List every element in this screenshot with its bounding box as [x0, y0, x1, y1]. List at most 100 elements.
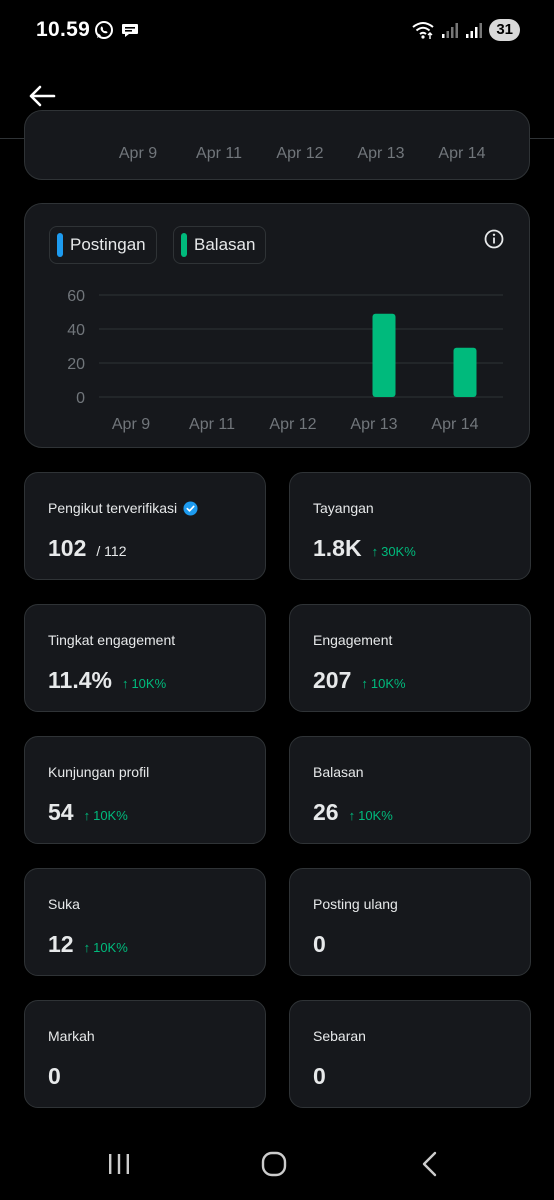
stat-card[interactable]: Markah 0 — [24, 1000, 266, 1108]
stat-label: Tayangan — [313, 500, 374, 516]
recent-apps-button[interactable] — [99, 1148, 139, 1180]
bar-balasan-apr-13[interactable] — [372, 313, 396, 397]
y-tick-label: 60 — [67, 288, 85, 305]
stat-label: Engagement — [313, 632, 393, 648]
arrow-left-icon — [29, 85, 56, 107]
stat-delta-value: 30K% — [381, 544, 416, 559]
activity-chart-card: Postingan Balasan 0 20 40 60 Apr 9 Apr 11 Apr … — [24, 203, 530, 448]
stat-label-row: Suka — [48, 896, 80, 912]
stat-card[interactable]: Suka 12 ↑ 10K% — [24, 868, 266, 976]
x-tick-label: Apr 14 — [431, 416, 478, 433]
wifi-icon — [412, 22, 434, 39]
chat-bubble-icon — [122, 24, 138, 37]
top-chart-x-axis: Apr 9 Apr 11 Apr 12 Apr 13 Apr 14 — [25, 145, 529, 165]
stat-card[interactable]: Sebaran 0 — [289, 1000, 531, 1108]
stat-label: Markah — [48, 1028, 95, 1044]
stat-value-row: 0 — [313, 931, 326, 958]
stat-value-row: 1.8K ↑ 30K% — [313, 535, 416, 562]
arrow-up-icon: ↑ — [121, 676, 129, 691]
stat-value: 12 — [48, 931, 74, 957]
stat-label: Tingkat engagement — [48, 632, 176, 648]
x-tick-label: Apr 12 — [269, 416, 316, 433]
stat-label-row: Tayangan — [313, 500, 374, 516]
y-tick-label: 20 — [67, 356, 85, 373]
stat-value: 0 — [313, 1063, 326, 1089]
stat-label-row: Tingkat engagement — [48, 632, 175, 648]
x-tick-label: Apr 14 — [438, 145, 486, 162]
stat-card[interactable]: Engagement 207 ↑ 10K% — [289, 604, 531, 712]
stat-value-row: 0 — [313, 1063, 326, 1090]
stat-label-row: Balasan — [313, 764, 364, 780]
chevron-left-icon — [422, 1151, 437, 1177]
recent-apps-icon — [109, 1154, 129, 1174]
system-back-button[interactable] — [410, 1148, 450, 1180]
back-button[interactable] — [22, 76, 62, 116]
arrow-up-icon: ↑ — [83, 940, 91, 955]
x-tick-label: Apr 9 — [112, 416, 150, 433]
previous-chart-card: Apr 9 Apr 11 Apr 12 Apr 13 Apr 14 — [24, 110, 530, 180]
signal-icon — [466, 23, 483, 38]
stat-value-row: 54 ↑ 10K% — [48, 799, 128, 826]
whatsapp-icon — [95, 21, 113, 39]
stat-value-row: 207 ↑ 10K% — [313, 667, 406, 694]
signal-icon — [442, 23, 459, 38]
stat-delta-value: 10K% — [93, 940, 128, 955]
stat-total: / 112 — [96, 543, 127, 559]
stat-delta: ↑ 10K% — [84, 940, 128, 955]
stat-card[interactable]: Tingkat engagement 11.4% ↑ 10K% — [24, 604, 266, 712]
home-button[interactable] — [254, 1148, 294, 1180]
arrow-up-icon: ↑ — [348, 808, 356, 823]
stat-value: 26 — [313, 799, 339, 825]
stat-label: Suka — [48, 896, 80, 912]
stat-delta-value: 10K% — [358, 808, 393, 823]
x-tick-label: Apr 11 — [196, 145, 242, 162]
x-tick-label: Apr 12 — [276, 145, 324, 162]
stat-value: 54 — [48, 799, 74, 825]
stat-label-row: Kunjungan profil — [48, 764, 149, 780]
stat-delta: ↑ 10K% — [361, 676, 405, 691]
battery-indicator: 31 — [489, 19, 520, 41]
arrow-up-icon: ↑ — [361, 676, 368, 691]
legend-swatch — [57, 233, 63, 257]
stat-label-row: Posting ulang — [313, 896, 398, 912]
stat-card[interactable]: Balasan 26 ↑ 10K% — [289, 736, 531, 844]
stat-value: 0 — [48, 1063, 61, 1089]
stat-card[interactable]: Kunjungan profil 54 ↑ 10K% — [24, 736, 266, 844]
stat-value-row: 26 ↑ 10K% — [313, 799, 393, 826]
legend-label: Postingan — [70, 235, 146, 254]
y-tick-label: 0 — [76, 390, 85, 407]
bar-balasan-apr-14[interactable] — [453, 347, 477, 397]
arrow-up-icon: ↑ — [371, 544, 379, 559]
stat-value-row: 12 ↑ 10K% — [48, 931, 128, 958]
stat-card[interactable]: Tayangan 1.8K ↑ 30K% — [289, 472, 531, 580]
stat-value-row: 102 / 112 — [48, 535, 126, 562]
x-tick-label: Apr 13 — [350, 416, 397, 433]
legend-swatch — [181, 233, 187, 257]
stat-label: Posting ulang — [313, 896, 398, 912]
stat-label-row: Markah — [48, 1028, 95, 1044]
system-nav-bar — [0, 1128, 554, 1200]
stat-label: Sebaran — [313, 1028, 366, 1044]
stat-value: 207 — [313, 667, 352, 693]
x-tick-label: Apr 11 — [189, 416, 235, 433]
info-icon[interactable] — [483, 228, 505, 250]
stat-label: Pengikut terverifikasi — [48, 500, 178, 516]
home-circle-icon — [261, 1151, 287, 1177]
stat-delta: ↑ 10K% — [84, 808, 128, 823]
legend-postingan[interactable]: Postingan — [49, 226, 157, 264]
status-bar: 10.59 — [0, 0, 554, 60]
stat-label-row: Pengikut terverifikasi — [48, 500, 198, 516]
arrow-up-icon: ↑ — [83, 808, 91, 823]
stat-card[interactable]: Posting ulang 0 — [289, 868, 531, 976]
stat-label-row: Sebaran — [313, 1028, 366, 1044]
stat-delta: ↑ 10K% — [349, 808, 393, 823]
stat-value: 102 — [48, 535, 87, 561]
x-tick-label: Apr 9 — [118, 145, 158, 162]
stat-value-row: 11.4% ↑ 10K% — [48, 667, 166, 694]
stat-card[interactable]: Pengikut terverifikasi 102 / 112 — [24, 472, 266, 580]
stat-label: Balasan — [313, 764, 364, 780]
x-tick-label: Apr 13 — [357, 145, 405, 162]
stat-label: Kunjungan profil — [48, 764, 150, 780]
y-tick-label: 40 — [67, 322, 85, 339]
legend-balasan[interactable]: Balasan — [173, 226, 267, 264]
